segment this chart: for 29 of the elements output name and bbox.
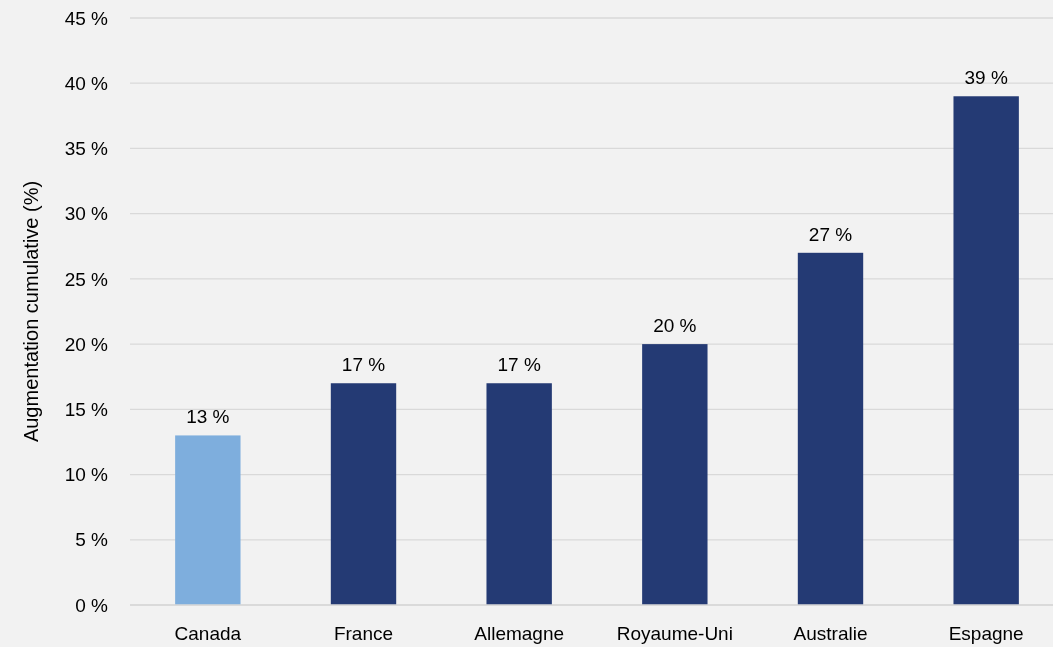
y-tick-label: 0 % — [75, 594, 109, 616]
x-tick-label: France — [333, 623, 394, 644]
data-label: 27 % — [808, 223, 853, 245]
x-tick-label: Australie — [793, 623, 868, 644]
x-tick-label: Allemagne — [474, 623, 565, 644]
data-label: 17 % — [497, 354, 541, 376]
y-tick-label: 15 % — [64, 398, 109, 420]
data-label: 13 % — [186, 406, 230, 428]
y-tick-label: 45 % — [64, 7, 109, 29]
y-tick-label: 30 % — [64, 203, 109, 225]
bar — [330, 383, 397, 605]
y-tick-label: 40 % — [64, 72, 109, 94]
bar — [486, 383, 552, 605]
y-tick-label: 5 % — [75, 529, 109, 551]
data-label: 20 % — [653, 315, 697, 337]
data-label: 39 % — [964, 67, 1008, 89]
y-tick-label: 10 % — [64, 464, 109, 486]
bar — [642, 344, 708, 605]
y-axis-title: Augmentation cumulative (%) — [20, 180, 42, 443]
y-tick-label: 20 % — [64, 333, 109, 355]
y-tick-label: 35 % — [64, 138, 109, 160]
bar — [175, 435, 241, 605]
bar — [797, 252, 864, 605]
x-tick-label: Royaume-Uni — [616, 623, 733, 644]
y-tick-label: 25 % — [64, 268, 109, 290]
data-label: 17 % — [341, 354, 386, 376]
bar — [953, 96, 1019, 605]
x-tick-label: Espagne — [948, 623, 1024, 644]
x-tick-label: Canada — [174, 623, 242, 644]
